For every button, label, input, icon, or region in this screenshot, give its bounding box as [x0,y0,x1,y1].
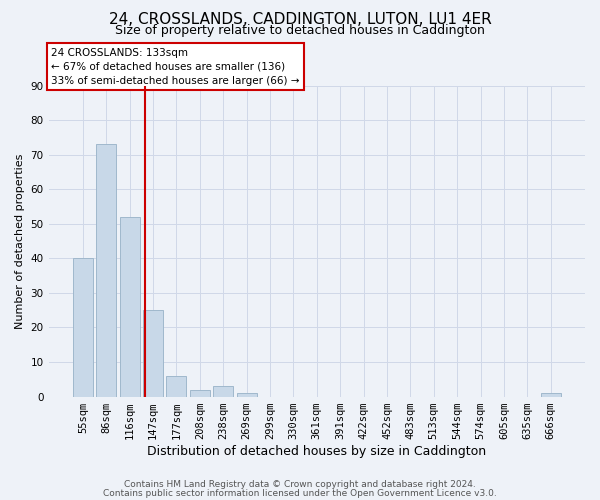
Bar [541,393,560,396]
Bar [190,390,210,396]
Bar [213,386,233,396]
Bar [166,376,187,396]
Bar [143,310,163,396]
Text: Size of property relative to detached houses in Caddington: Size of property relative to detached ho… [115,24,485,37]
X-axis label: Distribution of detached houses by size in Caddington: Distribution of detached houses by size … [147,444,487,458]
Text: Contains HM Land Registry data © Crown copyright and database right 2024.: Contains HM Land Registry data © Crown c… [124,480,476,489]
Text: Contains public sector information licensed under the Open Government Licence v3: Contains public sector information licen… [103,488,497,498]
Bar [97,144,116,396]
Bar [120,217,140,396]
Bar [73,258,93,396]
Text: 24, CROSSLANDS, CADDINGTON, LUTON, LU1 4ER: 24, CROSSLANDS, CADDINGTON, LUTON, LU1 4… [109,12,491,28]
Y-axis label: Number of detached properties: Number of detached properties [15,154,25,328]
Text: 24 CROSSLANDS: 133sqm
← 67% of detached houses are smaller (136)
33% of semi-det: 24 CROSSLANDS: 133sqm ← 67% of detached … [51,48,300,86]
Bar [236,393,257,396]
